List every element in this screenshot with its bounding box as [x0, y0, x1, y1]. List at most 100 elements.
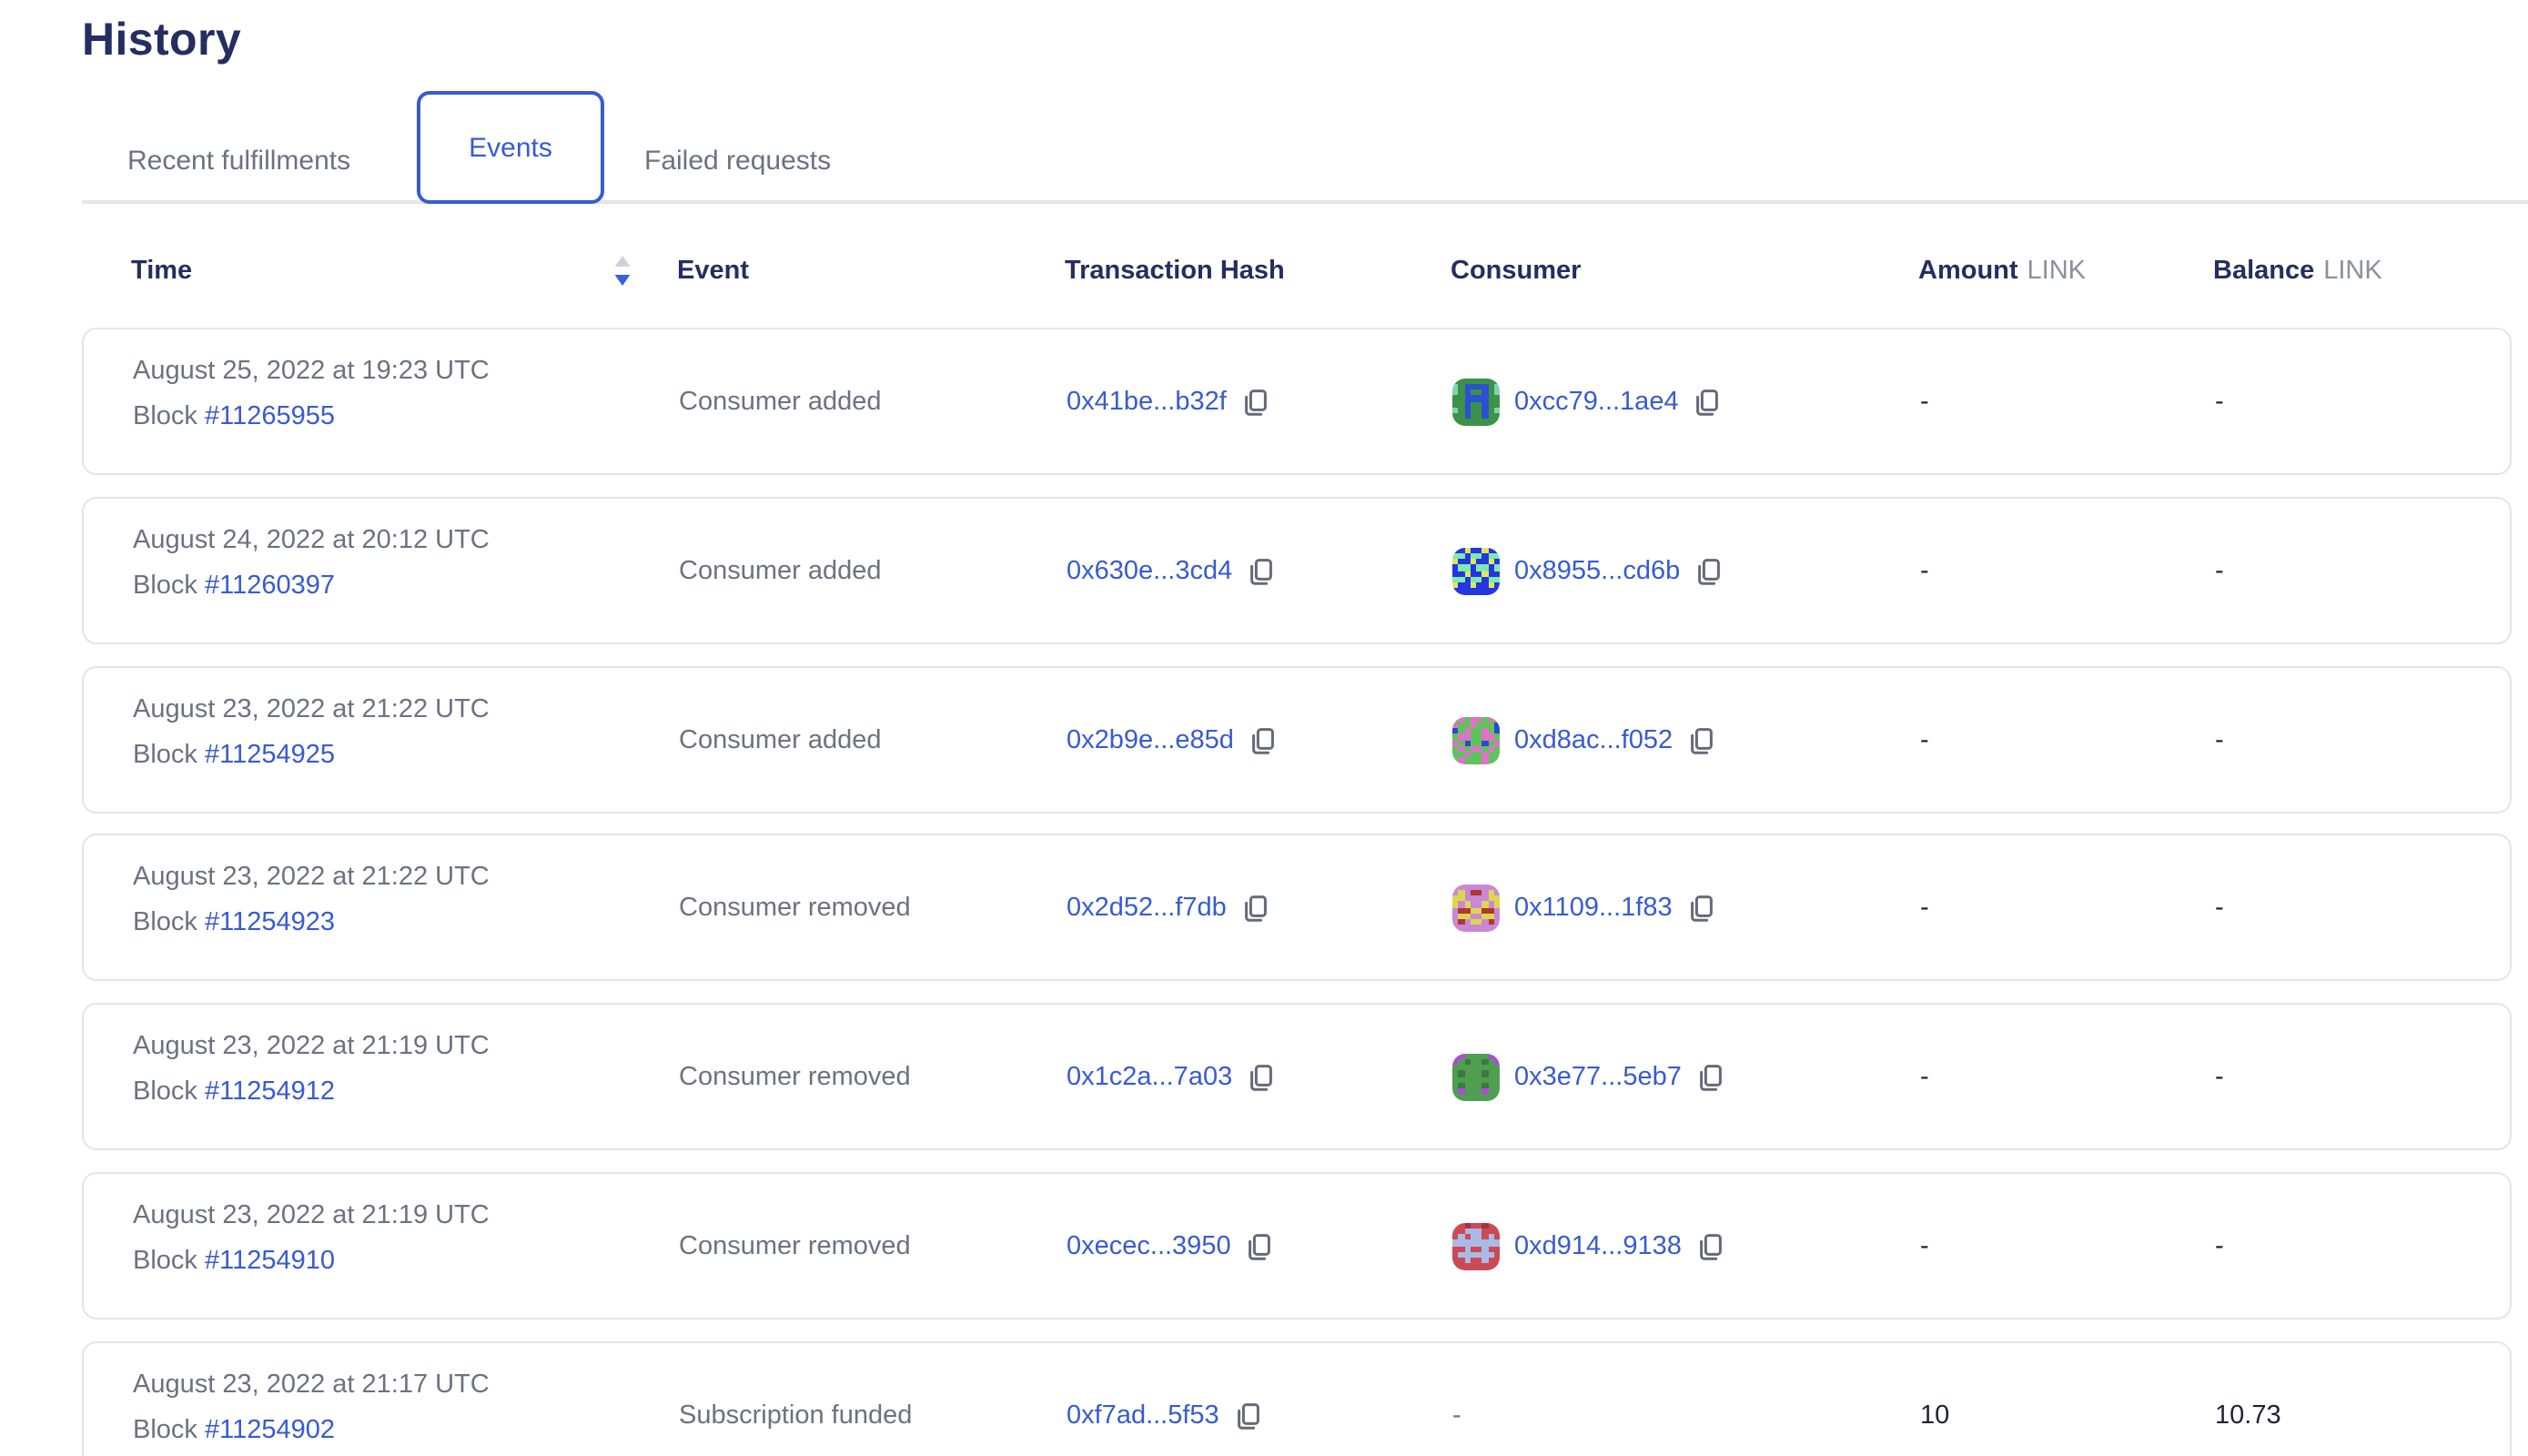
event-type: Consumer added — [679, 556, 882, 585]
sort-desc-icon[interactable] — [613, 256, 632, 287]
event-date: August 24, 2022 at 20:12 UTC — [133, 526, 490, 555]
consumer-cell: - — [1452, 1400, 1461, 1430]
consumer-cell: 0xd914...9138 — [1452, 1222, 1725, 1269]
tab-failed-requests[interactable]: Failed requests — [644, 146, 832, 177]
transaction-hash-link[interactable]: 0x2d52...f7db — [1067, 893, 1227, 922]
consumer-avatar-icon — [1452, 884, 1500, 931]
column-header-amount[interactable]: Amount LINK — [1918, 257, 2086, 286]
consumer-address-link: - — [1452, 1400, 1461, 1430]
time-cell: August 24, 2022 at 20:12 UTC Block #1126… — [133, 526, 490, 601]
copy-icon[interactable] — [1249, 725, 1278, 754]
consumer-address-link[interactable]: 0x1109...1f83 — [1514, 893, 1673, 922]
copy-icon[interactable] — [1694, 556, 1724, 585]
transaction-hash-cell: 0x630e...3cd4 — [1067, 556, 1276, 585]
copy-icon[interactable] — [1687, 725, 1716, 754]
event-date: August 23, 2022 at 21:19 UTC — [133, 1032, 490, 1061]
event-row: August 24, 2022 at 20:12 UTC Block #1126… — [82, 497, 2512, 644]
copy-icon[interactable] — [1241, 893, 1270, 922]
consumer-address-link[interactable]: 0xd914...9138 — [1514, 1231, 1682, 1260]
block-label: Block — [133, 908, 205, 937]
consumer-cell: 0x3e77...5eb7 — [1452, 1053, 1725, 1100]
balance-value: - — [2215, 725, 2224, 754]
tabs-divider — [82, 200, 2528, 203]
column-header-balance[interactable]: Balance LINK — [2213, 257, 2382, 286]
copy-icon[interactable] — [1694, 387, 1723, 416]
block-number-link[interactable]: #11260397 — [205, 571, 336, 601]
consumer-avatar-icon — [1452, 378, 1500, 425]
amount-value: - — [1920, 387, 1929, 416]
column-header-tx[interactable]: Transaction Hash — [1065, 257, 1285, 286]
amount-value: 10 — [1920, 1400, 1950, 1430]
amount-value: - — [1920, 1231, 1929, 1260]
event-row: August 23, 2022 at 21:22 UTC Block #1125… — [82, 834, 2512, 981]
copy-icon[interactable] — [1241, 387, 1270, 416]
block-label: Block — [133, 1077, 205, 1107]
tab-events[interactable]: Events — [417, 91, 604, 204]
amount-value: - — [1920, 556, 1929, 585]
time-cell: August 23, 2022 at 21:17 UTC Block #1125… — [133, 1370, 490, 1445]
event-date: August 25, 2022 at 19:23 UTC — [133, 357, 490, 386]
transaction-hash-cell: 0x2b9e...e85d — [1067, 725, 1278, 754]
event-row: August 25, 2022 at 19:23 UTC Block #1126… — [82, 328, 2512, 475]
event-type: Consumer removed — [679, 1062, 911, 1091]
event-type: Consumer added — [679, 725, 882, 754]
column-header-time[interactable]: Time — [131, 257, 193, 286]
balance-value: - — [2215, 1062, 2224, 1091]
block-number-link[interactable]: #11254902 — [205, 1416, 336, 1445]
block-number-link[interactable]: #11254910 — [205, 1247, 336, 1276]
copy-icon[interactable] — [1247, 556, 1276, 585]
tab-recent-fulfillments[interactable]: Recent fulfillments — [127, 146, 351, 177]
block-number-link[interactable]: #11254923 — [205, 908, 336, 937]
event-block: Block #11254923 — [133, 908, 490, 937]
event-type: Subscription funded — [679, 1400, 913, 1430]
amount-label: Amount — [1918, 257, 2018, 286]
consumer-address-link[interactable]: 0x3e77...5eb7 — [1514, 1062, 1682, 1091]
consumer-avatar-icon — [1452, 1222, 1500, 1269]
consumer-address-link[interactable]: 0xd8ac...f052 — [1514, 725, 1674, 754]
amount-value: - — [1920, 893, 1929, 922]
block-number-link[interactable]: #11265955 — [205, 402, 336, 431]
event-row: August 23, 2022 at 21:17 UTC Block #1125… — [82, 1341, 2512, 1456]
block-number-link[interactable]: #11254912 — [205, 1077, 336, 1107]
copy-icon[interactable] — [1687, 893, 1716, 922]
event-date: August 23, 2022 at 21:22 UTC — [133, 695, 490, 724]
copy-icon[interactable] — [1247, 1062, 1276, 1091]
balance-label: Balance — [2213, 257, 2315, 286]
transaction-hash-cell: 0x2d52...f7db — [1067, 893, 1270, 922]
transaction-hash-link[interactable]: 0x630e...3cd4 — [1067, 556, 1233, 585]
event-date: August 23, 2022 at 21:22 UTC — [133, 863, 490, 892]
amount-value: - — [1920, 1062, 1929, 1091]
transaction-hash-cell: 0x1c2a...7a03 — [1067, 1062, 1276, 1091]
transaction-hash-link[interactable]: 0x2b9e...e85d — [1067, 725, 1234, 754]
transaction-hash-link[interactable]: 0x1c2a...7a03 — [1067, 1062, 1233, 1091]
copy-icon[interactable] — [1696, 1231, 1725, 1260]
event-block: Block #11254925 — [133, 741, 490, 770]
event-date: August 23, 2022 at 21:19 UTC — [133, 1201, 490, 1230]
event-block: Block #11254912 — [133, 1077, 490, 1107]
transaction-hash-link[interactable]: 0x41be...b32f — [1067, 387, 1227, 416]
event-type: Consumer removed — [679, 893, 911, 922]
consumer-cell: 0xcc79...1ae4 — [1452, 378, 1723, 425]
column-header-consumer[interactable]: Consumer — [1451, 257, 1582, 286]
transaction-hash-link[interactable]: 0xecec...3950 — [1067, 1231, 1231, 1260]
event-block: Block #11254910 — [133, 1247, 490, 1276]
block-label: Block — [133, 1416, 205, 1445]
consumer-address-link[interactable]: 0x8955...cd6b — [1514, 556, 1681, 585]
block-label: Block — [133, 741, 205, 770]
event-row: August 23, 2022 at 21:22 UTC Block #1125… — [82, 666, 2512, 814]
transaction-hash-link[interactable]: 0xf7ad...5f53 — [1067, 1400, 1219, 1430]
block-number-link[interactable]: #11254925 — [205, 741, 336, 770]
copy-icon[interactable] — [1246, 1231, 1275, 1260]
event-block: Block #11265955 — [133, 402, 490, 431]
column-header-event[interactable]: Event — [677, 257, 749, 286]
time-cell: August 23, 2022 at 21:19 UTC Block #1125… — [133, 1201, 490, 1276]
block-label: Block — [133, 571, 205, 601]
copy-icon[interactable] — [1696, 1062, 1725, 1091]
consumer-address-link[interactable]: 0xcc79...1ae4 — [1514, 387, 1679, 416]
balance-value: - — [2215, 1231, 2224, 1260]
balance-value: - — [2215, 893, 2224, 922]
event-row: August 23, 2022 at 21:19 UTC Block #1125… — [82, 1172, 2512, 1320]
event-date: August 23, 2022 at 21:17 UTC — [133, 1370, 490, 1400]
copy-icon[interactable] — [1234, 1400, 1263, 1430]
